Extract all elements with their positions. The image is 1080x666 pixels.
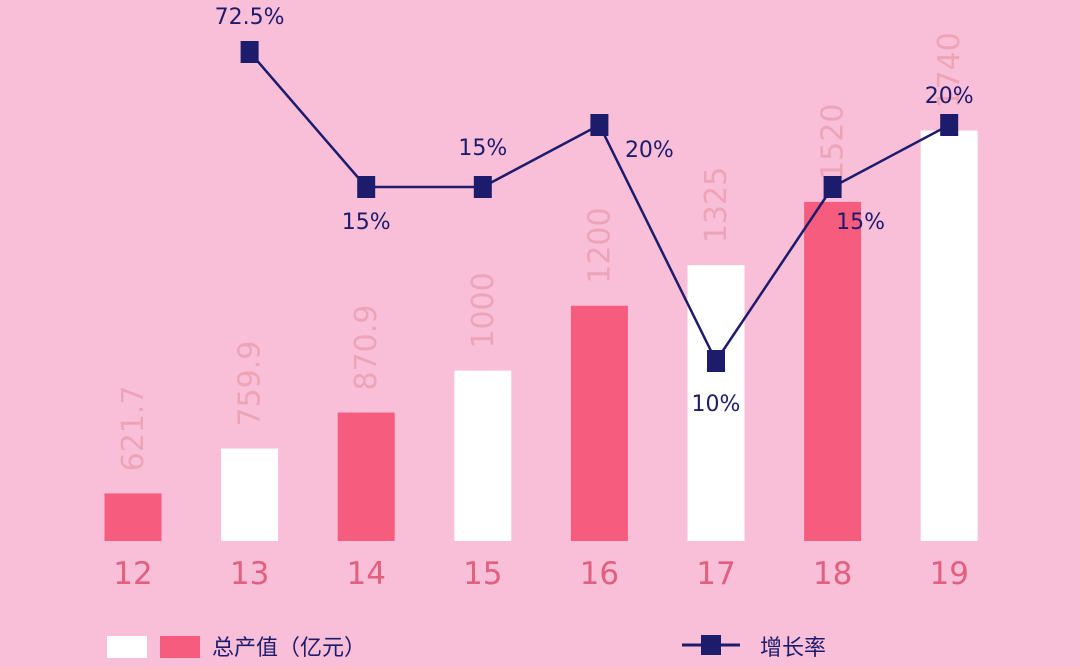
bar-13: [221, 448, 279, 541]
bar-value-label-13: 759.9: [233, 341, 268, 427]
x-tick-13: 13: [230, 556, 269, 592]
growth-marker-15: [473, 176, 492, 198]
bar-17: [687, 265, 745, 541]
legend-swatch-white: [107, 636, 147, 658]
bar-value-label-18: 1520: [816, 104, 851, 180]
growth-line-group: 72.5% 15% 15% 20% 10% 15% 20%: [215, 5, 974, 417]
legend-swatch-pink: [160, 636, 200, 658]
x-tick-14: 14: [346, 556, 385, 592]
bar-value-label-17: 1325: [699, 167, 734, 243]
x-tick-18: 18: [813, 556, 852, 592]
growth-marker-16: [590, 114, 609, 136]
bar-value-label-16: 1200: [582, 207, 617, 283]
growth-marker-18: [823, 176, 842, 198]
legend-marker-symbol: [701, 635, 721, 655]
bar-value-label-15: 1000: [466, 272, 501, 348]
bar-14: [337, 412, 395, 541]
x-tick-17: 17: [696, 556, 735, 592]
x-tick-15: 15: [463, 556, 502, 592]
growth-label-18: 15%: [836, 210, 885, 235]
x-axis-ticks: 12 13 14 15 16 17 18 19: [113, 556, 969, 592]
bar-value-label-19: 1740: [932, 32, 967, 108]
growth-label-19: 20%: [925, 84, 974, 109]
bar-value-label-12: 621.7: [116, 386, 151, 472]
growth-label-17: 10%: [692, 392, 741, 417]
bar-value-label-14: 870.9: [349, 305, 384, 391]
growth-marker-19: [940, 114, 959, 136]
growth-label-16: 20%: [625, 138, 674, 163]
growth-marker-17: [707, 350, 725, 372]
x-tick-16: 16: [580, 556, 619, 592]
growth-label-15: 15%: [458, 136, 507, 161]
bar-value-labels: 621.7 759.9 870.9 1000 1200 1325 1520 1740: [116, 32, 967, 471]
legend-label-output: 总产值（亿元）: [212, 636, 366, 661]
bar-12: [104, 493, 162, 541]
x-tick-19: 19: [929, 556, 968, 592]
bar-18: [804, 201, 862, 541]
growth-marker-14: [357, 176, 376, 198]
x-tick-12: 12: [113, 556, 152, 592]
bar-16: [570, 305, 628, 541]
legend: 总产值（亿元） 增长率: [107, 635, 826, 661]
growth-label-13: 72.5%: [215, 5, 285, 30]
bar-15: [454, 370, 512, 541]
bar-19: [920, 130, 978, 541]
bars-group: [104, 130, 978, 541]
growth-label-14: 15%: [342, 210, 391, 235]
growth-marker-13: [240, 41, 259, 63]
legend-label-growth: 增长率: [760, 636, 826, 661]
